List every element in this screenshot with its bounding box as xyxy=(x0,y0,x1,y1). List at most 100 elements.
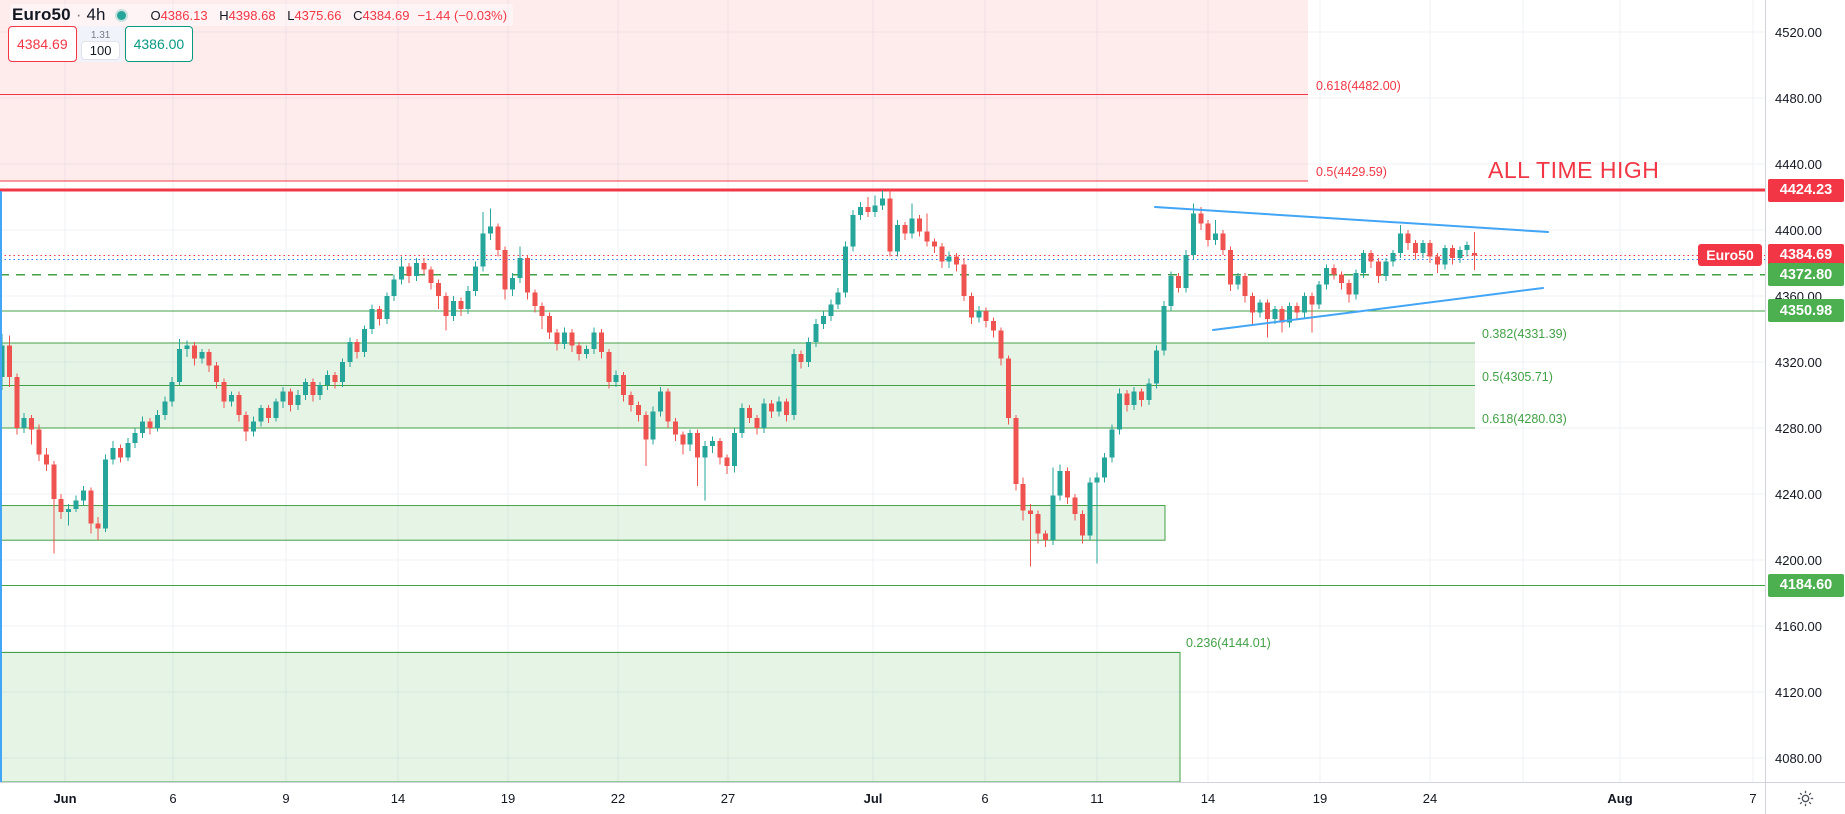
candle xyxy=(591,332,597,349)
market-status-dot[interactable] xyxy=(117,10,127,20)
fib-level-label[interactable]: 0.5(4305.71) xyxy=(1482,369,1553,384)
open-value: 4386.13 xyxy=(160,7,208,23)
candle xyxy=(1405,233,1411,244)
candle xyxy=(1435,256,1441,265)
candle xyxy=(865,206,871,212)
candle xyxy=(428,269,434,283)
candle xyxy=(1131,391,1137,405)
candle xyxy=(191,345,197,359)
fib-level-label[interactable]: 0.236(4144.01) xyxy=(1186,636,1271,651)
candle xyxy=(1042,533,1048,541)
candle xyxy=(310,381,316,395)
interval-label[interactable]: 4h xyxy=(86,5,106,24)
level-lines[interactable] xyxy=(0,94,1765,653)
candle xyxy=(931,241,937,247)
candle xyxy=(1464,244,1470,250)
axis-settings-corner[interactable] xyxy=(1765,782,1845,814)
candle xyxy=(554,332,560,344)
candle xyxy=(1242,276,1248,296)
candle xyxy=(1213,233,1219,240)
candle xyxy=(1116,393,1122,430)
candle xyxy=(880,198,886,206)
all-time-high-label[interactable]: ALL TIME HIGH xyxy=(1488,157,1660,183)
time-tick-month: Jun xyxy=(53,791,77,806)
low-value: 4375.66 xyxy=(294,7,342,23)
change-value: −1.44 (−0.03%) xyxy=(417,7,508,23)
candle xyxy=(1013,418,1019,485)
fib-level-label[interactable]: 0.5(4429.59) xyxy=(1316,165,1387,180)
candle xyxy=(273,401,279,419)
candle xyxy=(635,404,641,415)
time-tick-label: 27 xyxy=(720,791,736,806)
price-badge: 4372.80 xyxy=(1768,263,1844,287)
time-tick-label: 14 xyxy=(1200,791,1216,806)
candle xyxy=(584,348,590,354)
candle xyxy=(724,457,730,466)
candle xyxy=(820,315,826,325)
price-badge: 4184.60 xyxy=(1768,573,1844,597)
candle xyxy=(1353,272,1359,295)
candle xyxy=(783,401,789,415)
price-axis[interactable]: 4520.00 4480.00 4440.00 4400.00 4360.00 4320.… xyxy=(1765,0,1845,782)
candle xyxy=(14,376,20,428)
candle xyxy=(80,490,86,501)
quantity-value[interactable]: 100 xyxy=(81,41,120,59)
candle xyxy=(0,345,5,377)
high-label: H xyxy=(219,7,229,23)
candle xyxy=(1383,261,1389,277)
candle xyxy=(561,332,567,344)
candle xyxy=(103,459,109,529)
candle xyxy=(991,320,997,331)
candle xyxy=(1005,358,1011,419)
candle xyxy=(909,218,915,234)
spread-quantity-box[interactable]: 1.31 100 xyxy=(77,26,124,62)
candle xyxy=(1153,350,1159,384)
candle xyxy=(1316,284,1322,305)
time-tick-label: 6 xyxy=(981,791,989,806)
candle xyxy=(362,329,368,353)
fib-level-label[interactable]: 0.618(4482.00) xyxy=(1316,78,1401,93)
candle xyxy=(761,403,767,428)
price-badge: 4384.69 xyxy=(1768,243,1844,267)
candle xyxy=(177,348,183,382)
time-tick-label: 9 xyxy=(282,791,290,806)
candle xyxy=(1412,243,1418,254)
candle xyxy=(36,429,42,455)
candle xyxy=(894,225,900,252)
candle xyxy=(384,296,390,320)
chart-area[interactable]: ALL TIME HIGH Euro50 0.618(4482.00) 0.5(4… xyxy=(0,0,1765,782)
candle xyxy=(1390,253,1396,262)
candle xyxy=(369,309,375,329)
candle xyxy=(1028,510,1034,514)
candle xyxy=(569,332,575,346)
legend-separator: · xyxy=(75,5,82,24)
candle xyxy=(547,315,553,333)
candle xyxy=(961,264,967,296)
sell-button[interactable]: 4384.69 xyxy=(8,26,77,62)
candle xyxy=(95,523,101,529)
candle xyxy=(732,432,738,466)
candle xyxy=(376,309,382,320)
candle xyxy=(1420,243,1426,254)
candle xyxy=(66,508,72,513)
fib-level-label[interactable]: 0.618(4280.03) xyxy=(1482,411,1567,426)
candle xyxy=(458,300,464,310)
time-axis[interactable]: Jun 6 9 14 19 22 27 Jul 6 11 14 19 24 Aug 7 xyxy=(0,782,1765,814)
candle xyxy=(162,401,168,415)
price-tick-label: 4320.00 xyxy=(1775,355,1822,370)
candle xyxy=(288,391,294,405)
symbol-name[interactable]: Euro50 xyxy=(12,5,71,24)
candle xyxy=(1198,213,1204,224)
supply-demand-zones[interactable] xyxy=(0,0,1475,782)
candle xyxy=(436,282,442,296)
candle xyxy=(717,441,723,458)
trendlines[interactable] xyxy=(0,191,1549,782)
candle xyxy=(917,218,923,232)
time-tick-label: 19 xyxy=(500,791,516,806)
fib-level-label[interactable]: 0.382(4331.39) xyxy=(1482,327,1567,342)
order-panel: 4384.69 1.31 100 4386.00 xyxy=(8,26,194,62)
buy-button[interactable]: 4386.00 xyxy=(124,26,194,62)
time-tick-label: 24 xyxy=(1422,791,1438,806)
price-tick-label: 4200.00 xyxy=(1775,553,1822,568)
